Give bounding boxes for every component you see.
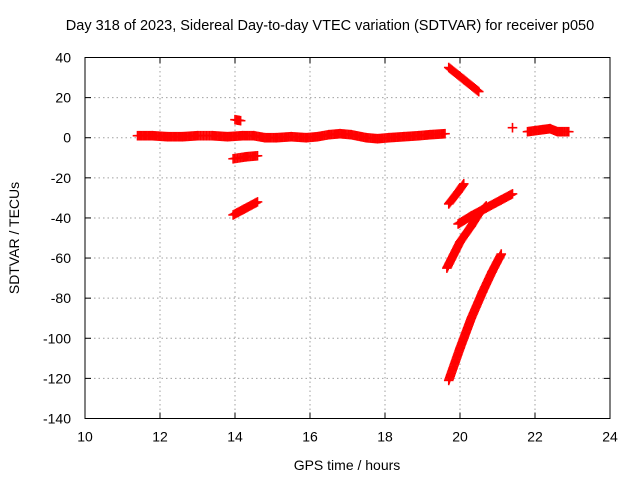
chart-title: Day 318 of 2023, Sidereal Day-to-day VTE… — [66, 18, 594, 34]
y-tick-label: -100 — [43, 330, 71, 346]
data-point — [252, 150, 263, 161]
data-point — [458, 179, 469, 189]
series-arc-14-low — [228, 197, 263, 220]
grid — [85, 57, 610, 419]
series-arc-22 — [522, 123, 574, 137]
data-point — [235, 115, 246, 126]
plot-frame — [84, 57, 611, 419]
data-point — [458, 180, 468, 190]
x-tick-label: 18 — [377, 429, 393, 445]
series-arc-14-upper — [230, 114, 246, 126]
series-arc-20-top — [443, 62, 484, 97]
x-tick-label: 24 — [602, 429, 618, 445]
y-tick-label: -20 — [51, 170, 71, 186]
series-arc-20-a — [443, 179, 469, 209]
data-point — [507, 122, 518, 133]
data-marks — [132, 62, 574, 386]
y-tick-label: -140 — [43, 411, 71, 427]
y-tick-label: 0 — [63, 130, 71, 146]
data-point — [507, 189, 518, 199]
series-arc-14-mid — [228, 150, 263, 164]
data-point — [473, 86, 484, 97]
y-tick-label: -80 — [51, 290, 71, 306]
y-tick-label: 40 — [55, 50, 71, 66]
x-tick-label: 16 — [302, 429, 318, 445]
tick-labels: 10 12 14 16 18 20 22 24 40 20 0 -20 -40 -60 -80 -100 -12… — [43, 50, 618, 445]
data-point — [440, 128, 450, 139]
data-point — [563, 126, 574, 137]
y-tick-label: -120 — [43, 370, 71, 386]
series-arc-20-c — [453, 189, 518, 229]
x-tick-label: 20 — [452, 429, 468, 445]
series-arc-21-5 — [507, 122, 518, 133]
series-main-arc — [132, 128, 450, 144]
data-point — [252, 197, 263, 207]
x-tick-label: 22 — [527, 429, 543, 445]
y-tick-label: -60 — [51, 250, 71, 266]
x-tick-label: 12 — [152, 429, 168, 445]
y-tick-label: -40 — [51, 210, 71, 226]
x-tick-label: 10 — [77, 429, 93, 445]
data-point — [472, 85, 483, 96]
y-axis-label: SDTVAR / TECUs — [6, 182, 22, 294]
x-axis-label: GPS time / hours — [294, 457, 401, 473]
x-tick-label: 14 — [227, 429, 243, 445]
data-point — [496, 249, 507, 259]
series-arc-20-d — [443, 249, 507, 386]
y-tick-label: 20 — [55, 90, 71, 106]
